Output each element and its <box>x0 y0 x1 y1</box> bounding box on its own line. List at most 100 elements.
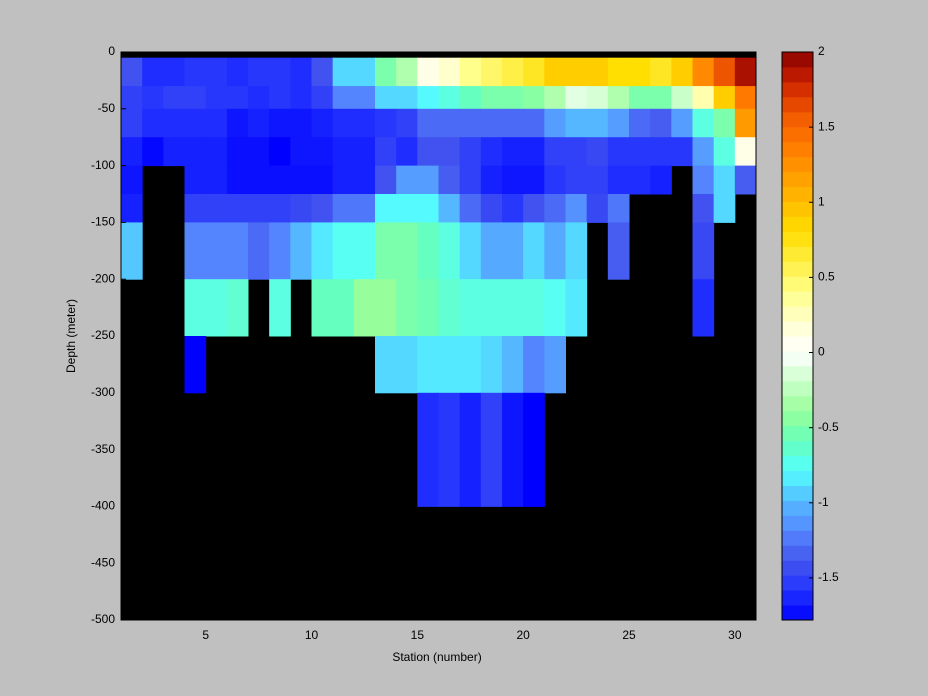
colorbar-band <box>782 156 813 173</box>
heatmap-cell <box>311 57 334 87</box>
heatmap-cell <box>269 194 291 223</box>
heatmap-cell <box>290 57 312 87</box>
colorbar-band <box>782 126 813 143</box>
heatmap-cell <box>523 165 545 195</box>
colorbar-band <box>782 276 813 292</box>
colorbar-band <box>782 365 813 382</box>
heatmap-cell <box>523 86 545 110</box>
heatmap-cell <box>713 86 736 110</box>
heatmap-cell <box>713 137 736 167</box>
heatmap-cell <box>332 108 355 138</box>
colorbar-band <box>782 440 813 457</box>
heatmap-cell <box>607 222 630 280</box>
heatmap-cell <box>671 137 693 167</box>
colorbar-band <box>782 500 813 516</box>
heatmap-cell <box>502 194 524 223</box>
heatmap-cell <box>502 57 524 87</box>
heatmap-cell <box>184 222 207 280</box>
colorbar-band <box>782 216 813 232</box>
heatmap-cell <box>121 137 143 167</box>
colorbar-band <box>782 545 813 561</box>
heatmap-cell <box>163 86 185 110</box>
heatmap-cell <box>544 86 566 110</box>
heatmap-cell <box>438 108 461 138</box>
heatmap-cell <box>480 194 503 223</box>
heatmap-cell <box>438 137 461 167</box>
x-tick-label: 20 <box>516 628 530 642</box>
heatmap-cell <box>544 137 566 167</box>
heatmap-cell <box>396 165 418 195</box>
heatmap-cell <box>396 137 418 167</box>
x-tick-label: 30 <box>728 628 742 642</box>
heatmap-cell <box>332 194 355 223</box>
heatmap-cell <box>353 194 376 223</box>
heatmap-cell <box>353 165 376 195</box>
heatmap-cell <box>248 57 270 87</box>
heatmap-cell <box>629 137 651 167</box>
heatmap-cell <box>248 137 270 167</box>
y-tick-label: 0 <box>108 44 115 58</box>
heatmap-cell <box>248 194 270 223</box>
heatmap-cell <box>269 222 291 280</box>
heatmap-cell <box>480 86 503 110</box>
heatmap-cell <box>650 86 672 110</box>
heatmap-cell <box>417 57 439 87</box>
heatmap-cell <box>332 222 355 280</box>
heatmap-cell <box>734 165 757 195</box>
heatmap-cell <box>332 57 355 87</box>
heatmap-cell <box>269 165 291 195</box>
heatmap-cell <box>544 336 566 394</box>
heatmap-cell <box>734 108 757 138</box>
heatmap-cell <box>353 279 376 337</box>
heatmap-cell <box>438 222 461 280</box>
heatmap-cell <box>311 222 334 280</box>
heatmap-cell <box>353 137 376 167</box>
heatmap-cell <box>459 57 482 87</box>
heatmap-cell <box>121 108 143 138</box>
heatmap-cell <box>523 222 545 280</box>
heatmap-cell <box>459 336 482 394</box>
heatmap-cell <box>459 137 482 167</box>
heatmap-cell <box>629 165 651 195</box>
heatmap-cell <box>290 165 312 195</box>
heatmap-cell <box>396 108 418 138</box>
colorbar-band <box>782 560 813 576</box>
colorbar-band <box>782 410 813 427</box>
heatmap-cell <box>205 222 228 280</box>
colorbar-band <box>782 455 813 472</box>
heatmap-cell <box>438 392 461 507</box>
heatmap-cell <box>650 137 672 167</box>
heatmap-cell <box>205 86 228 110</box>
heatmap-cell <box>650 165 672 195</box>
heatmap-cell <box>248 86 270 110</box>
heatmap-cell <box>417 137 439 167</box>
heatmap-cell <box>502 336 524 394</box>
heatmap-cell <box>269 279 291 337</box>
colorbar-band <box>782 485 813 501</box>
heatmap-cell <box>311 165 334 195</box>
colorbar-tick-label: 0.5 <box>818 270 835 284</box>
y-axis-label: Depth (meter) <box>64 299 78 373</box>
x-axis-label: Station (number) <box>392 650 481 664</box>
heatmap-cell <box>332 165 355 195</box>
heatmap-cell <box>353 86 376 110</box>
heatmap-cell <box>396 336 418 394</box>
heatmap-cell <box>311 86 334 110</box>
heatmap-cell <box>269 86 291 110</box>
heatmap-cell <box>226 165 249 195</box>
heatmap-cell <box>184 165 207 195</box>
heatmap-cell <box>502 222 524 280</box>
y-tick-label: -50 <box>98 101 116 115</box>
heatmap-cell <box>396 279 418 337</box>
y-tick-label: -100 <box>91 158 115 172</box>
heatmap-cell <box>438 279 461 337</box>
heatmap-cell <box>607 86 630 110</box>
heatmap-cell <box>438 57 461 87</box>
colorbar-tick-label: 1 <box>818 194 825 208</box>
colorbar-band <box>782 231 813 247</box>
heatmap-cell <box>332 279 355 337</box>
heatmap-cell <box>565 108 588 138</box>
x-tick-label: 25 <box>622 628 636 642</box>
heatmap-cell <box>205 165 228 195</box>
